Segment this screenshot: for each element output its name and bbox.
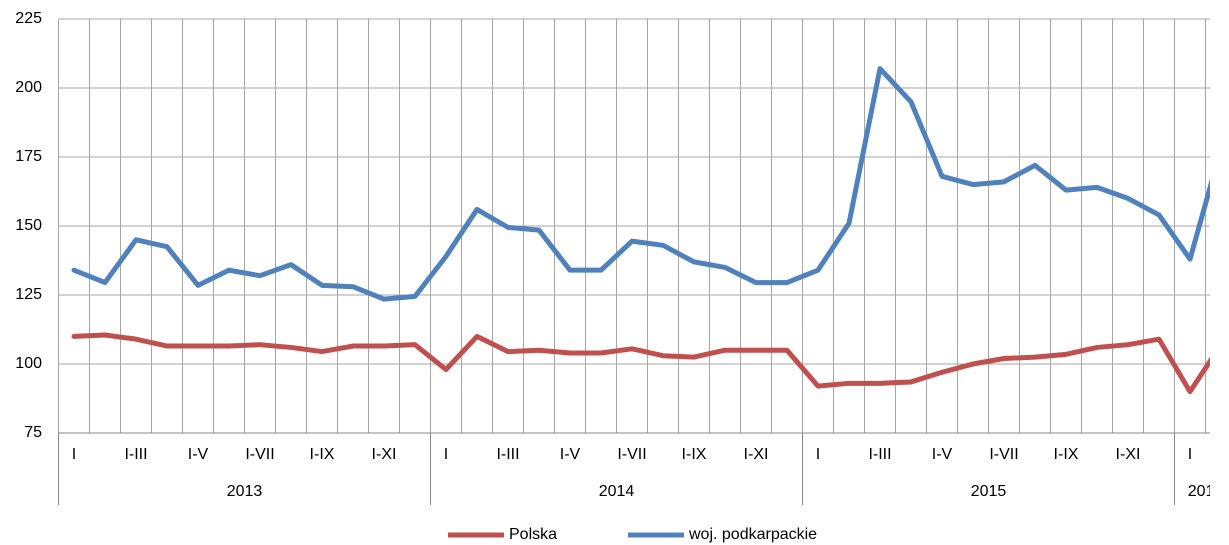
- x-tick-label: I-IX: [682, 446, 707, 463]
- group-label: 2013: [227, 483, 263, 500]
- x-tick-label: I-V: [188, 446, 209, 463]
- x-tick-label: I: [444, 446, 448, 463]
- legend: Polska woj. podkarpackie: [448, 526, 817, 543]
- y-tick-label: 100: [15, 355, 42, 372]
- y-tick-label: 75: [24, 424, 42, 441]
- x-tick-label: I-III: [868, 446, 891, 463]
- group-label: 2016: [1188, 483, 1224, 500]
- legend-label: woj. podkarpackie: [688, 526, 817, 543]
- x-tick-label: I-III: [124, 446, 147, 463]
- group-label: 2015: [971, 483, 1007, 500]
- y-tick-label: 150: [15, 217, 42, 234]
- x-tick-label: I-VII: [617, 446, 646, 463]
- x-tick-label: I-XI: [744, 446, 769, 463]
- x-tick-label: I-V: [560, 446, 581, 463]
- x-tick-label: I: [72, 446, 76, 463]
- x-tick-label: I-V: [932, 446, 953, 463]
- group-label: 2014: [599, 483, 635, 500]
- x-tick-label: I-VII: [245, 446, 274, 463]
- x-tick-label: I-XI: [372, 446, 397, 463]
- y-tick-label: 200: [15, 79, 42, 96]
- y-tick-label: 175: [15, 148, 42, 165]
- plot-area: I I-III I-V I-VII I-IX I-XI I I-III I-V I-VII I-IX…: [58, 18, 1224, 505]
- legend-label: Polska: [509, 526, 557, 543]
- x-tick-label: I: [1188, 446, 1192, 463]
- x-tick-label: I-VII: [989, 446, 1018, 463]
- x-tick-label: I-XI: [1116, 446, 1141, 463]
- x-tick-label: I-IX: [1054, 446, 1079, 463]
- x-tick-label: I: [816, 446, 820, 463]
- x-tick-label: I-III: [496, 446, 519, 463]
- series-line: [71, 66, 1210, 302]
- y-tick-label: 225: [15, 10, 42, 27]
- x-tick-label: I-IX: [310, 446, 335, 463]
- y-tick-label: 125: [15, 286, 42, 303]
- series-line: [71, 332, 1210, 395]
